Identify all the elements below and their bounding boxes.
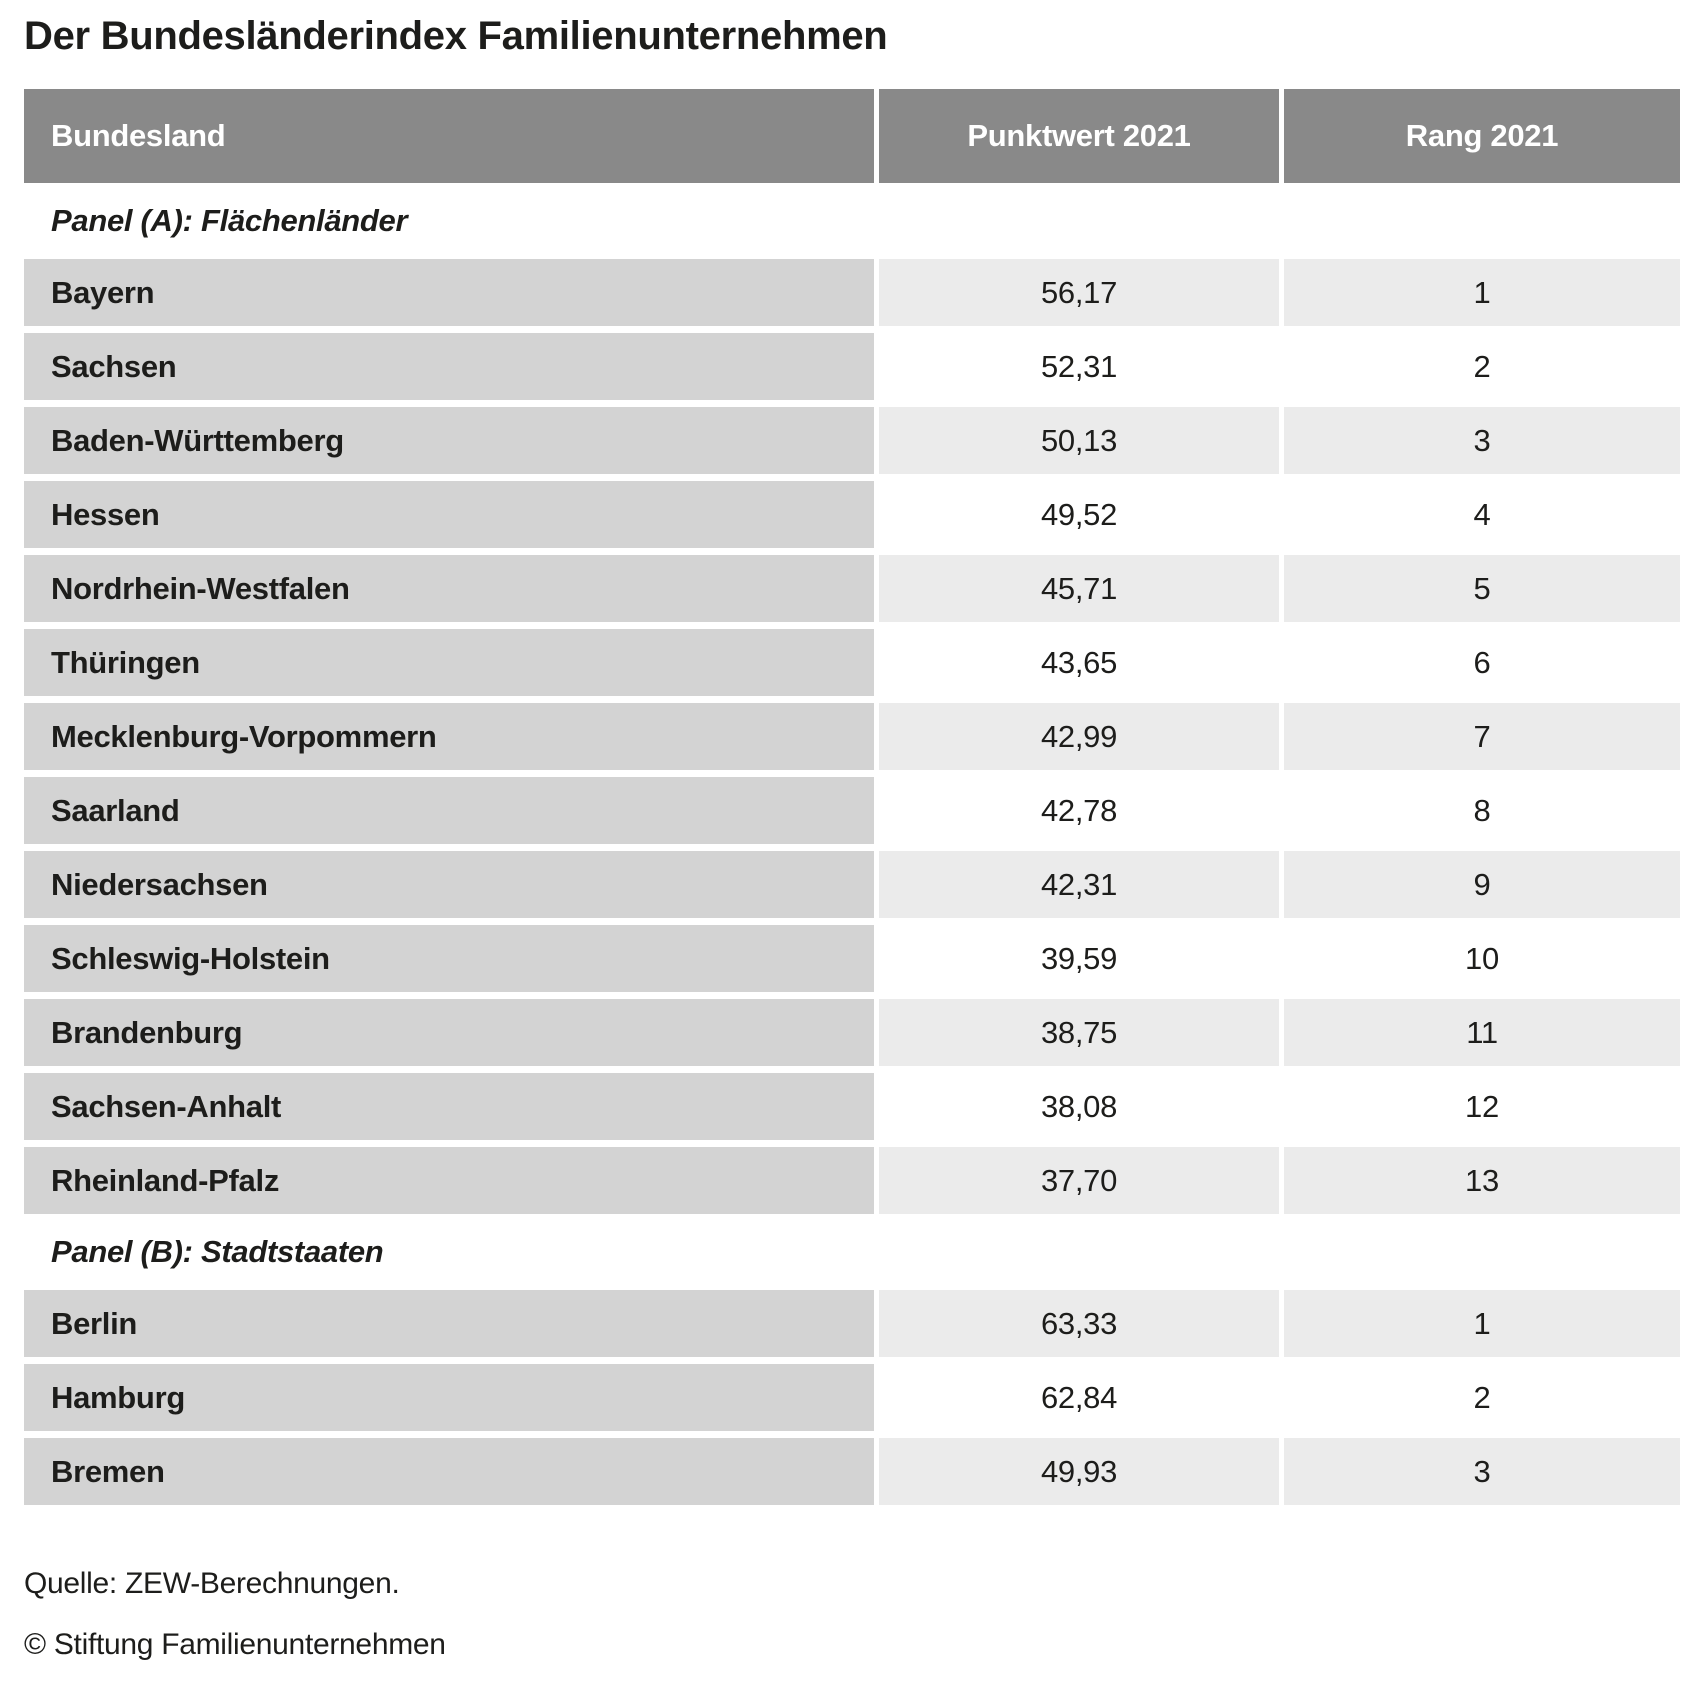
rang-cell: 6: [1284, 629, 1680, 696]
table-row: Niedersachsen 42,31 9: [24, 851, 1680, 918]
column-header-punktwert: Punktwert 2021: [879, 89, 1279, 183]
punktwert-cell: 45,71: [879, 555, 1279, 622]
rang-cell: 1: [1284, 1290, 1680, 1357]
bundesland-cell: Niedersachsen: [24, 851, 874, 918]
rang-cell: 7: [1284, 703, 1680, 770]
table-row: Hamburg 62,84 2: [24, 1364, 1680, 1431]
punktwert-cell: 42,78: [879, 777, 1279, 844]
punktwert-cell: 42,99: [879, 703, 1279, 770]
table-row: Baden-Württemberg 50,13 3: [24, 407, 1680, 474]
table-row: Mecklenburg-Vorpommern 42,99 7: [24, 703, 1680, 770]
rang-cell: 3: [1284, 1438, 1680, 1505]
bundesland-cell: Schleswig-Holstein: [24, 925, 874, 992]
punktwert-cell: 38,08: [879, 1073, 1279, 1140]
bundesland-cell: Brandenburg: [24, 999, 874, 1066]
table-row: Rheinland-Pfalz 37,70 13: [24, 1147, 1680, 1214]
punktwert-cell: 39,59: [879, 925, 1279, 992]
table-row: Berlin 63,33 1: [24, 1290, 1680, 1357]
punktwert-cell: 37,70: [879, 1147, 1279, 1214]
bundesland-cell: Sachsen: [24, 333, 874, 400]
bundesland-cell: Sachsen-Anhalt: [24, 1073, 874, 1140]
bundeslaenderindex-table: Bundesland Punktwert 2021 Rang 2021 Pane…: [24, 89, 1680, 1505]
rang-cell: 5: [1284, 555, 1680, 622]
footer: Quelle: ZEW-Berechnungen. © Stiftung Fam…: [24, 1567, 1680, 1662]
punktwert-cell: 49,52: [879, 481, 1279, 548]
punktwert-cell: 49,93: [879, 1438, 1279, 1505]
source-note: Quelle: ZEW-Berechnungen.: [24, 1567, 400, 1600]
bundesland-cell: Mecklenburg-Vorpommern: [24, 703, 874, 770]
punktwert-cell: 56,17: [879, 259, 1279, 326]
bundesland-cell: Hessen: [24, 481, 874, 548]
rang-cell: 3: [1284, 407, 1680, 474]
rang-cell: 8: [1284, 777, 1680, 844]
bundesland-cell: Thüringen: [24, 629, 874, 696]
panel-a-rows: Bayern 56,17 1 Sachsen 52,31 2 Baden-Wür…: [24, 259, 1680, 1214]
page: Der Bundesländerindex Familienunternehme…: [24, 14, 1680, 1662]
table-row: Bremen 49,93 3: [24, 1438, 1680, 1505]
page-title: Der Bundesländerindex Familienunternehme…: [24, 14, 888, 58]
punktwert-cell: 62,84: [879, 1364, 1279, 1431]
panel-a-label: Panel (A): Flächenländer: [24, 183, 1680, 259]
rang-cell: 2: [1284, 1364, 1680, 1431]
panel-b-rows: Berlin 63,33 1 Hamburg 62,84 2 Bremen 49…: [24, 1290, 1680, 1505]
rang-cell: 13: [1284, 1147, 1680, 1214]
punktwert-cell: 52,31: [879, 333, 1279, 400]
column-header-bundesland: Bundesland: [24, 89, 874, 183]
rang-cell: 12: [1284, 1073, 1680, 1140]
punktwert-cell: 43,65: [879, 629, 1279, 696]
bundesland-cell: Hamburg: [24, 1364, 874, 1431]
bundesland-cell: Saarland: [24, 777, 874, 844]
rang-cell: 11: [1284, 999, 1680, 1066]
punktwert-cell: 38,75: [879, 999, 1279, 1066]
table-row: Schleswig-Holstein 39,59 10: [24, 925, 1680, 992]
punktwert-cell: 42,31: [879, 851, 1279, 918]
table-row: Brandenburg 38,75 11: [24, 999, 1680, 1066]
column-header-rang: Rang 2021: [1284, 89, 1680, 183]
panel-b-label: Panel (B): Stadtstaaten: [24, 1214, 1680, 1290]
bundesland-cell: Rheinland-Pfalz: [24, 1147, 874, 1214]
rang-cell: 10: [1284, 925, 1680, 992]
bundesland-cell: Baden-Württemberg: [24, 407, 874, 474]
table-row: Hessen 49,52 4: [24, 481, 1680, 548]
bundesland-cell: Nordrhein-Westfalen: [24, 555, 874, 622]
table-row: Saarland 42,78 8: [24, 777, 1680, 844]
rang-cell: 9: [1284, 851, 1680, 918]
bundesland-cell: Bayern: [24, 259, 874, 326]
punktwert-cell: 50,13: [879, 407, 1279, 474]
bundesland-cell: Bremen: [24, 1438, 874, 1505]
copyright-note: © Stiftung Familienunternehmen: [24, 1628, 446, 1661]
table-row: Thüringen 43,65 6: [24, 629, 1680, 696]
table-row: Nordrhein-Westfalen 45,71 5: [24, 555, 1680, 622]
table-row: Bayern 56,17 1: [24, 259, 1680, 326]
rang-cell: 4: [1284, 481, 1680, 548]
table-header-row: Bundesland Punktwert 2021 Rang 2021: [24, 89, 1680, 183]
punktwert-cell: 63,33: [879, 1290, 1279, 1357]
table-row: Sachsen 52,31 2: [24, 333, 1680, 400]
table-row: Sachsen-Anhalt 38,08 12: [24, 1073, 1680, 1140]
rang-cell: 2: [1284, 333, 1680, 400]
rang-cell: 1: [1284, 259, 1680, 326]
bundesland-cell: Berlin: [24, 1290, 874, 1357]
